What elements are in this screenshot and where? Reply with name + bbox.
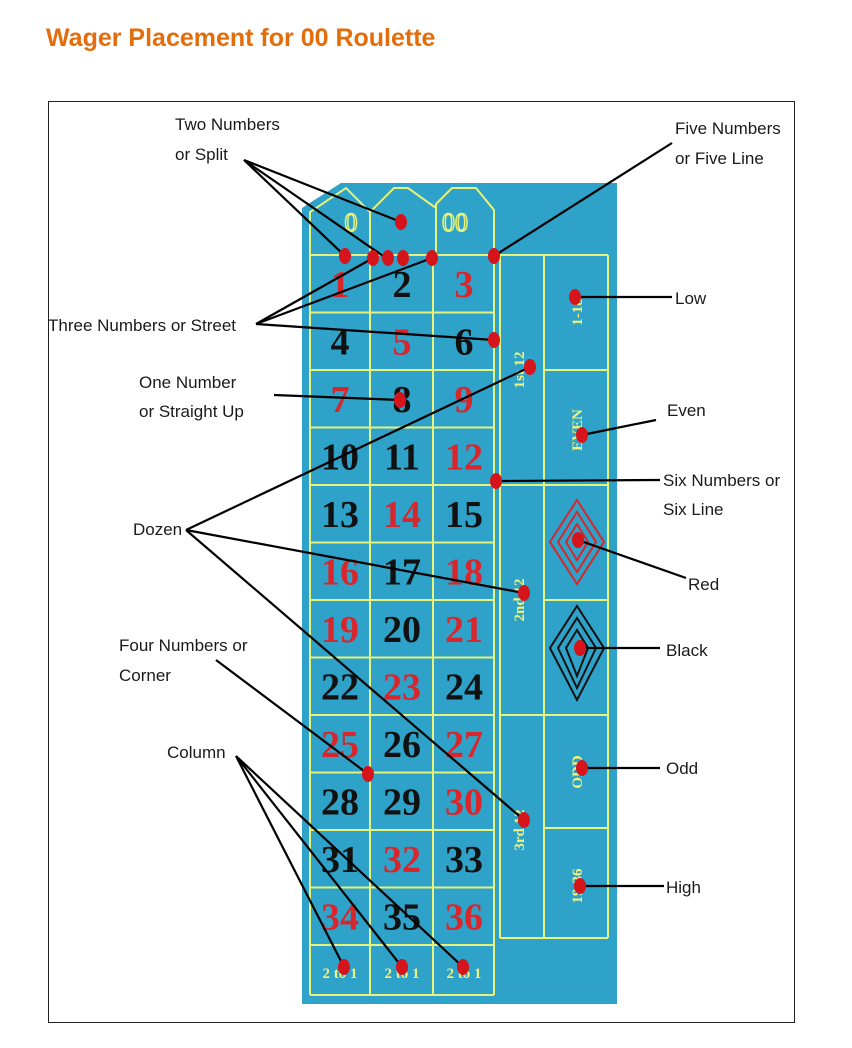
chip-column-3 [457, 959, 469, 975]
number-cell-26: 26 [383, 724, 421, 766]
number-cell-19: 19 [321, 609, 359, 651]
chip-dozen-1 [524, 359, 536, 375]
dozen-1-label: 1st 12 [512, 351, 528, 388]
double-zero-label: 00 [442, 208, 468, 237]
chip-split-zeros [395, 214, 407, 230]
number-cell-7: 7 [331, 379, 350, 421]
number-cell-27: 27 [445, 724, 483, 766]
chip-street-c [488, 332, 500, 348]
label-four-numbers-1: Four Numbers or [119, 636, 248, 655]
table-lines [309, 254, 609, 996]
label-odd: Odd [666, 759, 698, 778]
number-cell-12: 12 [445, 437, 483, 479]
number-cell-23: 23 [383, 667, 421, 709]
red-diamond-icon [548, 498, 606, 586]
label-one-number-1: One Number [139, 373, 237, 392]
chip-straight-up [394, 392, 406, 408]
number-cell-6: 6 [455, 322, 474, 364]
callout-labels: Two Numbers or Split Five Numbers or Fiv… [48, 115, 781, 897]
chip-split-00-2 [397, 250, 409, 266]
number-cell-31: 31 [321, 839, 359, 881]
number-cell-29: 29 [383, 782, 421, 824]
diagram-frame [48, 101, 795, 1023]
chip-low [569, 289, 581, 305]
label-five-numbers-1: Five Numbers [675, 119, 781, 138]
label-dozen: Dozen [133, 520, 182, 539]
low-bet-label: 1-18 [570, 298, 586, 326]
chip-column-1 [338, 959, 350, 975]
chip-street-a [367, 250, 379, 266]
chip-black [574, 640, 586, 656]
page-title: Wager Placement for 00 Roulette [46, 24, 436, 52]
number-cell-1: 1 [331, 264, 350, 306]
chip-red [572, 532, 584, 548]
label-two-numbers-2: or Split [175, 145, 228, 164]
number-cell-25: 25 [321, 724, 359, 766]
chip-column-2 [396, 959, 408, 975]
number-cell-24: 24 [445, 667, 483, 709]
chip-corner [362, 766, 374, 782]
label-low: Low [675, 289, 707, 308]
number-cell-2: 2 [393, 264, 412, 306]
label-even: Even [667, 401, 706, 420]
number-cell-33: 33 [445, 839, 483, 881]
number-cell-3: 3 [455, 264, 474, 306]
number-cell-36: 36 [445, 897, 483, 939]
number-cell-20: 20 [383, 609, 421, 651]
chip-split-0-2 [382, 250, 394, 266]
label-three-numbers: Three Numbers or Street [48, 316, 236, 335]
table-felt [302, 183, 617, 1004]
chip-markers [338, 214, 588, 975]
number-cell-9: 9 [455, 379, 474, 421]
label-four-numbers-2: Corner [119, 666, 171, 685]
number-cell-28: 28 [321, 782, 359, 824]
chip-dozen-3 [518, 812, 530, 828]
label-red: Red [688, 575, 719, 594]
number-cell-30: 30 [445, 782, 483, 824]
label-column: Column [167, 743, 226, 762]
leader-lines [185, 142, 687, 968]
label-six-numbers-2: Six Line [663, 500, 723, 519]
label-five-numbers-2: or Five Line [675, 149, 764, 168]
number-cell-5: 5 [393, 322, 412, 364]
chip-six-line [490, 473, 502, 489]
number-cell-13: 13 [321, 494, 359, 536]
chip-even [576, 427, 588, 443]
number-cell-11: 11 [384, 437, 420, 479]
chip-split-0-1 [339, 248, 351, 264]
chip-odd [576, 760, 588, 776]
table-grid [309, 186, 495, 255]
label-one-number-2: or Straight Up [139, 402, 244, 421]
label-high: High [666, 878, 701, 897]
chip-five-line [488, 248, 500, 264]
label-two-numbers-1: Two Numbers [175, 115, 280, 134]
black-diamond-icon [548, 604, 606, 703]
number-cell-21: 21 [445, 609, 483, 651]
number-cell-15: 15 [445, 494, 483, 536]
number-cell-4: 4 [331, 322, 350, 364]
number-grid: 1234567891011121314151617181920212223242… [321, 264, 483, 939]
number-cell-18: 18 [445, 552, 483, 594]
chip-dozen-2 [518, 585, 530, 601]
label-black: Black [666, 641, 708, 660]
number-cell-14: 14 [383, 494, 421, 536]
label-six-numbers-1: Six Numbers or [663, 471, 780, 490]
number-cell-32: 32 [383, 839, 421, 881]
number-cell-35: 35 [383, 897, 421, 939]
chip-street-b [426, 250, 438, 266]
chip-high [574, 878, 586, 894]
